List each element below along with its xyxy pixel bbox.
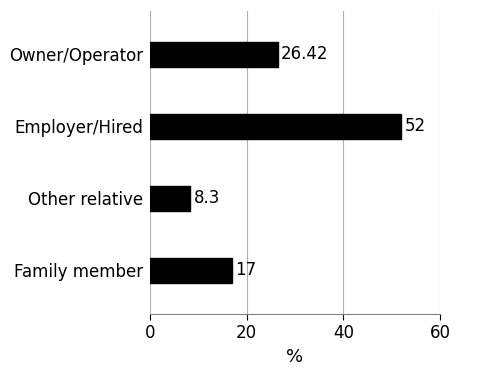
Bar [150,42,278,67]
Text: 52: 52 [404,117,426,135]
Text: 8.3: 8.3 [194,189,220,207]
X-axis label: %: % [286,348,304,366]
Text: 17: 17 [236,261,256,279]
Bar [150,258,232,283]
Bar [150,114,402,139]
Text: 26.42: 26.42 [281,45,328,63]
Bar [150,186,190,211]
